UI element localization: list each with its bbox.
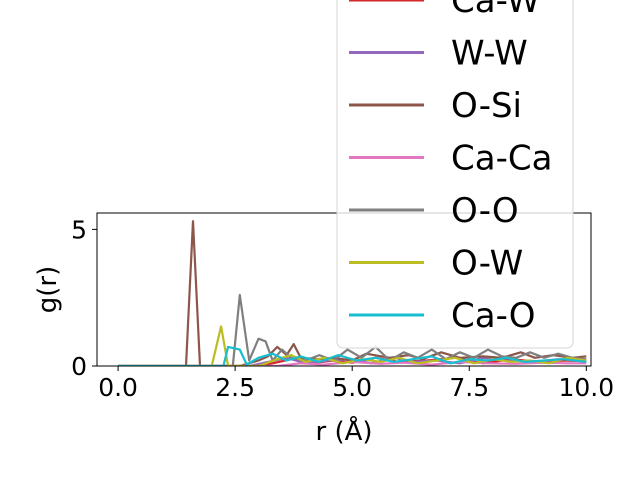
x-tick-label: 7.5 [449,373,489,402]
legend-box [336,0,574,349]
x-axis-label: r (Å) [315,415,372,447]
series-line-o-w [118,325,587,366]
legend-label-ca-w: Ca-W [451,0,540,21]
legend-label-o-o: O-O [451,191,519,231]
legend: Ca-W W-W O-Si Ca-Ca O-O O-W Ca-O [336,0,574,349]
series-line-ca-o [118,345,587,366]
legend-label-o-w: O-W [451,244,523,284]
y-tick-label: 0 [71,352,87,381]
x-tick-label: 2.5 [215,373,255,402]
y-tick-label: 5 [71,215,87,244]
x-tick-label: 5.0 [332,373,372,402]
x-tick-label: 10.0 [558,373,614,402]
y-axis-label: g(r) [33,266,63,313]
series-line-o-o [118,293,587,366]
legend-label-ca-o: Ca-O [451,296,536,336]
legend-label-ca-ca: Ca-Ca [451,139,552,179]
y-axis-ticks: 05 [71,215,97,381]
x-tick-label: 0.0 [98,373,138,402]
series-line-o-si [118,220,587,366]
legend-label-w-w: W-W [451,34,528,74]
series-layer [118,220,587,366]
legend-label-o-si: O-Si [451,86,522,126]
x-axis-ticks: 0.0 2.5 5.0 7.5 10.0 [98,366,614,402]
